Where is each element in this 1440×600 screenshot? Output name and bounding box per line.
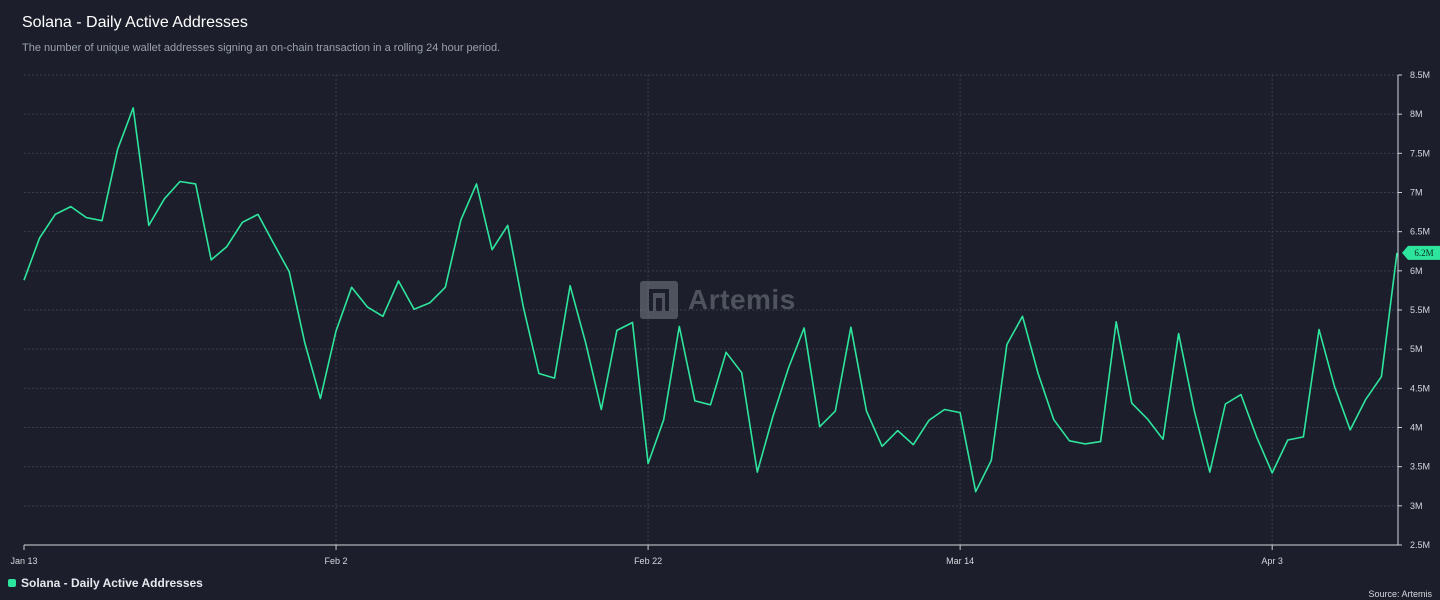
y-tick-label: 8M — [1410, 109, 1423, 119]
y-tick-label: 5.5M — [1410, 305, 1430, 315]
series-line — [23, 107, 1398, 493]
y-tick-label: 2.5M — [1410, 540, 1430, 550]
y-tick-label: 6.5M — [1410, 227, 1430, 237]
watermark: Artemis — [640, 281, 796, 319]
y-tick-label: 4.5M — [1410, 383, 1430, 393]
y-tick-label: 4M — [1410, 423, 1423, 433]
last-value-badge — [1402, 245, 1440, 260]
y-tick-label: 3M — [1410, 501, 1423, 511]
watermark-text: Artemis — [688, 284, 796, 315]
x-tick-label: Jan 13 — [10, 556, 37, 566]
y-tick-label: 6M — [1410, 266, 1423, 276]
x-tick-label: Feb 22 — [634, 556, 662, 566]
y-tick-label: 3.5M — [1410, 462, 1430, 472]
chart-subtitle: The number of unique wallet addresses si… — [22, 42, 501, 54]
x-tick-label: Feb 2 — [325, 556, 348, 566]
y-tick-label: 7.5M — [1410, 148, 1430, 158]
legend-swatch — [8, 579, 16, 587]
chart-title: Solana - Daily Active Addresses — [22, 14, 248, 31]
legend-label: Solana - Daily Active Addresses — [21, 576, 203, 590]
y-tick-label: 7M — [1410, 188, 1423, 198]
artemis-logo-icon — [640, 281, 678, 319]
source-label: Source: Artemis — [1368, 589, 1432, 599]
x-tick-label: Apr 3 — [1261, 556, 1283, 566]
legend[interactable]: Solana - Daily Active Addresses — [8, 576, 203, 590]
y-tick-label: 5M — [1410, 344, 1423, 354]
x-tick-label: Mar 14 — [946, 556, 974, 566]
y-tick-label: 8.5M — [1410, 70, 1430, 80]
last-value-label: 6.2M — [1414, 248, 1433, 258]
